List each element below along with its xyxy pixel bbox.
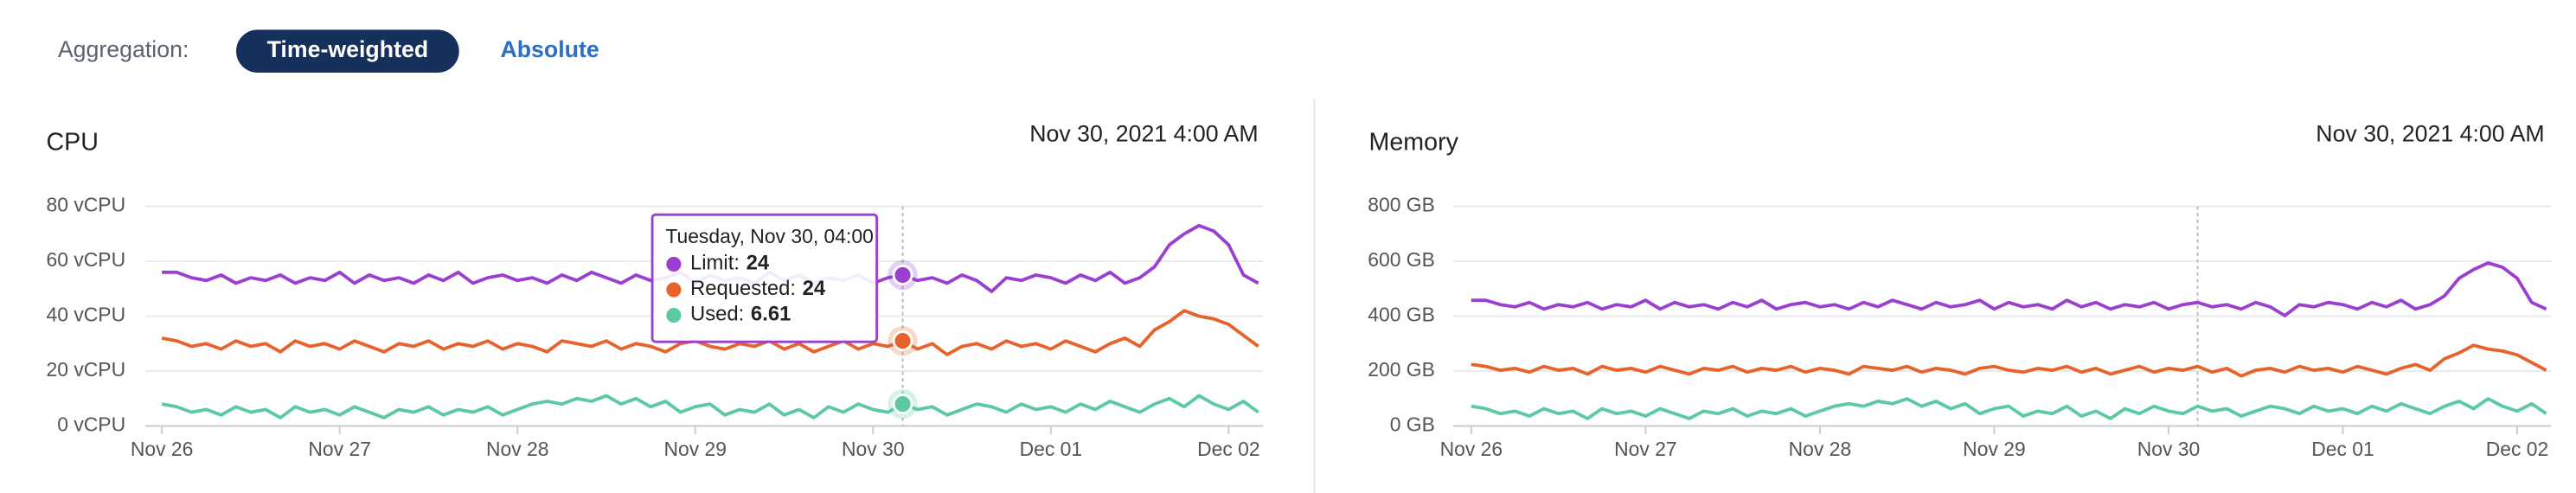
x-tick-label: Nov 28 xyxy=(486,438,549,460)
tooltip-label: Requested: xyxy=(690,277,796,300)
y-tick-label: 400 GB xyxy=(1368,304,1435,326)
tooltip-value: 24 xyxy=(747,252,770,275)
y-tick-label: 200 GB xyxy=(1368,358,1435,381)
x-tick-label: Nov 29 xyxy=(663,438,727,460)
tooltip-label: Used: xyxy=(690,303,744,326)
x-tick-label: Nov 30 xyxy=(842,438,905,460)
y-tick-label: 0 vCPU xyxy=(57,413,125,436)
y-tick-label: 40 vCPU xyxy=(47,304,126,326)
tooltip-box xyxy=(650,213,879,343)
x-tick-label: Dec 01 xyxy=(2311,438,2374,460)
tooltip-value: 6.61 xyxy=(751,303,791,326)
chart-date: Nov 30, 2021 4:00 AM xyxy=(2316,121,2544,147)
tooltip-swatch xyxy=(666,256,682,272)
x-tick-label: Nov 27 xyxy=(308,438,371,460)
aggregation-label: Aggregation: xyxy=(58,36,189,62)
series-line xyxy=(1471,397,2547,420)
x-tick-label: Nov 29 xyxy=(1963,438,2026,460)
x-tick-label: Dec 01 xyxy=(1020,438,1083,460)
tooltip-title: Tuesday, Nov 30, 04:00 xyxy=(665,225,873,247)
hover-point xyxy=(892,330,913,352)
tooltip-swatch xyxy=(666,308,682,323)
x-tick-label: Dec 02 xyxy=(1197,438,1260,460)
x-tick-label: Nov 28 xyxy=(1789,438,1852,460)
hover-point xyxy=(892,265,913,285)
tooltip-label: Limit: xyxy=(690,252,740,275)
tooltip-item: Requested: 24 xyxy=(690,277,826,300)
chart-title: CPU xyxy=(47,129,99,157)
tooltip-value: 24 xyxy=(803,277,826,300)
series-line xyxy=(161,394,1259,419)
chart-date: Nov 30, 2021 4:00 AM xyxy=(1029,121,1258,147)
hover-point xyxy=(892,394,913,415)
y-tick-label: 60 vCPU xyxy=(47,248,126,271)
y-tick-label: 80 vCPU xyxy=(47,194,126,216)
toggle-time-weighted[interactable]: Time-weighted xyxy=(267,36,429,62)
x-tick-label: Nov 26 xyxy=(1440,438,1503,460)
toggle-absolute[interactable]: Absolute xyxy=(500,36,599,62)
y-tick-label: 20 vCPU xyxy=(47,358,126,381)
y-tick-label: 800 GB xyxy=(1368,194,1435,216)
chart-title: Memory xyxy=(1369,129,1459,157)
tooltip-item: Used: 6.61 xyxy=(690,303,791,326)
y-tick-label: 0 GB xyxy=(1390,413,1435,436)
y-tick-label: 600 GB xyxy=(1368,248,1435,271)
tooltip-item: Limit: 24 xyxy=(690,252,770,275)
series-line xyxy=(1471,343,2547,378)
x-tick-label: Dec 02 xyxy=(2486,438,2549,460)
toggle-active[interactable] xyxy=(236,29,459,73)
x-tick-label: Nov 27 xyxy=(1614,438,1677,460)
x-tick-label: Nov 30 xyxy=(2137,438,2201,460)
series-line xyxy=(161,309,1259,356)
tooltip-swatch xyxy=(666,282,682,298)
series-line xyxy=(1471,261,2547,317)
x-tick-label: Nov 26 xyxy=(131,438,194,460)
